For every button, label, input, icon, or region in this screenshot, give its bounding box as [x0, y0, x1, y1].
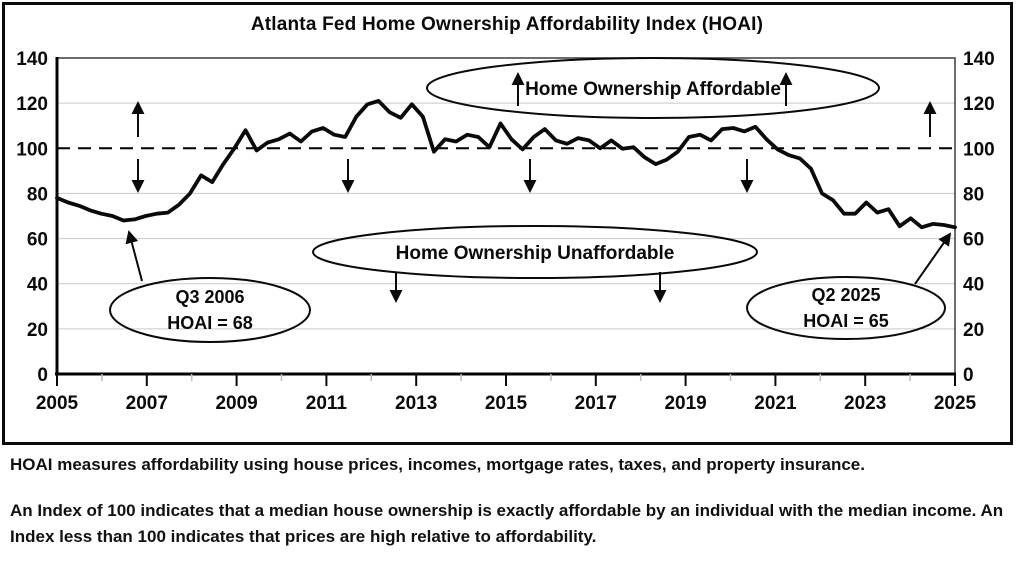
y-tick-label-right: 0 [963, 365, 974, 386]
y-tick-label-left: 80 [27, 184, 48, 205]
x-tick-label: 2021 [754, 393, 797, 414]
y-tick-label-right: 20 [963, 320, 984, 341]
annotations-layer: Home Ownership Affordable Home Ownership… [109, 57, 952, 343]
x-tick-label: 2025 [934, 393, 977, 414]
q2-2025-callout-line1: Q2 2025 [811, 285, 880, 305]
x-tick-label: 2005 [36, 393, 79, 414]
chart-title: Atlanta Fed Home Ownership Affordability… [250, 14, 764, 35]
y-tick-label-right: 120 [963, 94, 995, 115]
affordable-zone-label: Home Ownership Affordable [525, 79, 781, 100]
unaffordable-zone-ellipse [312, 225, 758, 279]
q3-2006-callout-line1: Q3 2006 [175, 287, 244, 307]
y-tick-label-left: 20 [27, 320, 48, 341]
q2-2025-callout-ellipse [746, 276, 946, 340]
y-tick-label-left: 0 [37, 365, 48, 386]
hoai-line-chart: 2005 2007 2009 2011 2013 2015 2017 2019 2021 2023… [16, 49, 994, 414]
y-tick-label-right: 140 [963, 49, 995, 70]
x-tick-label: 2007 [126, 393, 168, 414]
affordable-zone-ellipse [426, 57, 880, 119]
y-tick-label-right: 80 [963, 184, 984, 205]
unaffordable-zone-label: Home Ownership Unaffordable [396, 243, 675, 264]
note-index-meaning: An Index of 100 indicates that a median … [10, 501, 1004, 547]
note-hoai-definition: HOAI measures affordability using house … [10, 455, 865, 474]
x-tick-label: 2013 [395, 393, 437, 414]
q2-2025-callout-line2: HOAI = 65 [803, 311, 889, 331]
q2-2025-leader-arrow-icon [914, 232, 952, 285]
series-layer [55, 99, 957, 230]
y-tick-label-right: 60 [963, 230, 984, 251]
y-tick-label-right: 40 [963, 275, 984, 296]
hoai-series-line [55, 99, 957, 230]
y-tick-label-left: 140 [16, 49, 48, 70]
y-tick-label-left: 100 [16, 139, 48, 160]
chart-frame [2, 2, 1013, 445]
axes-layer: 2005 2007 2009 2011 2013 2015 2017 2019 2021 2023… [16, 49, 994, 414]
gridlines-layer [57, 102, 955, 330]
y-tick-label-right: 100 [963, 139, 995, 160]
x-tick-label: 2011 [306, 393, 348, 414]
direction-arrows-layer [131, 101, 937, 193]
y-tick-label-left: 40 [27, 275, 48, 296]
x-tick-label: 2017 [575, 393, 617, 414]
x-tick-label: 2023 [844, 393, 886, 414]
q3-2006-callout-ellipse [109, 277, 311, 343]
y-tick-label-left: 120 [16, 94, 48, 115]
y-tick-label-left: 60 [27, 230, 48, 251]
x-tick-label: 2009 [215, 393, 257, 414]
x-tick-label: 2015 [485, 393, 528, 414]
x-tick-label: 2019 [664, 393, 706, 414]
q3-2006-leader-arrow-icon [125, 230, 143, 282]
q3-2006-callout-line2: HOAI = 68 [167, 313, 253, 333]
